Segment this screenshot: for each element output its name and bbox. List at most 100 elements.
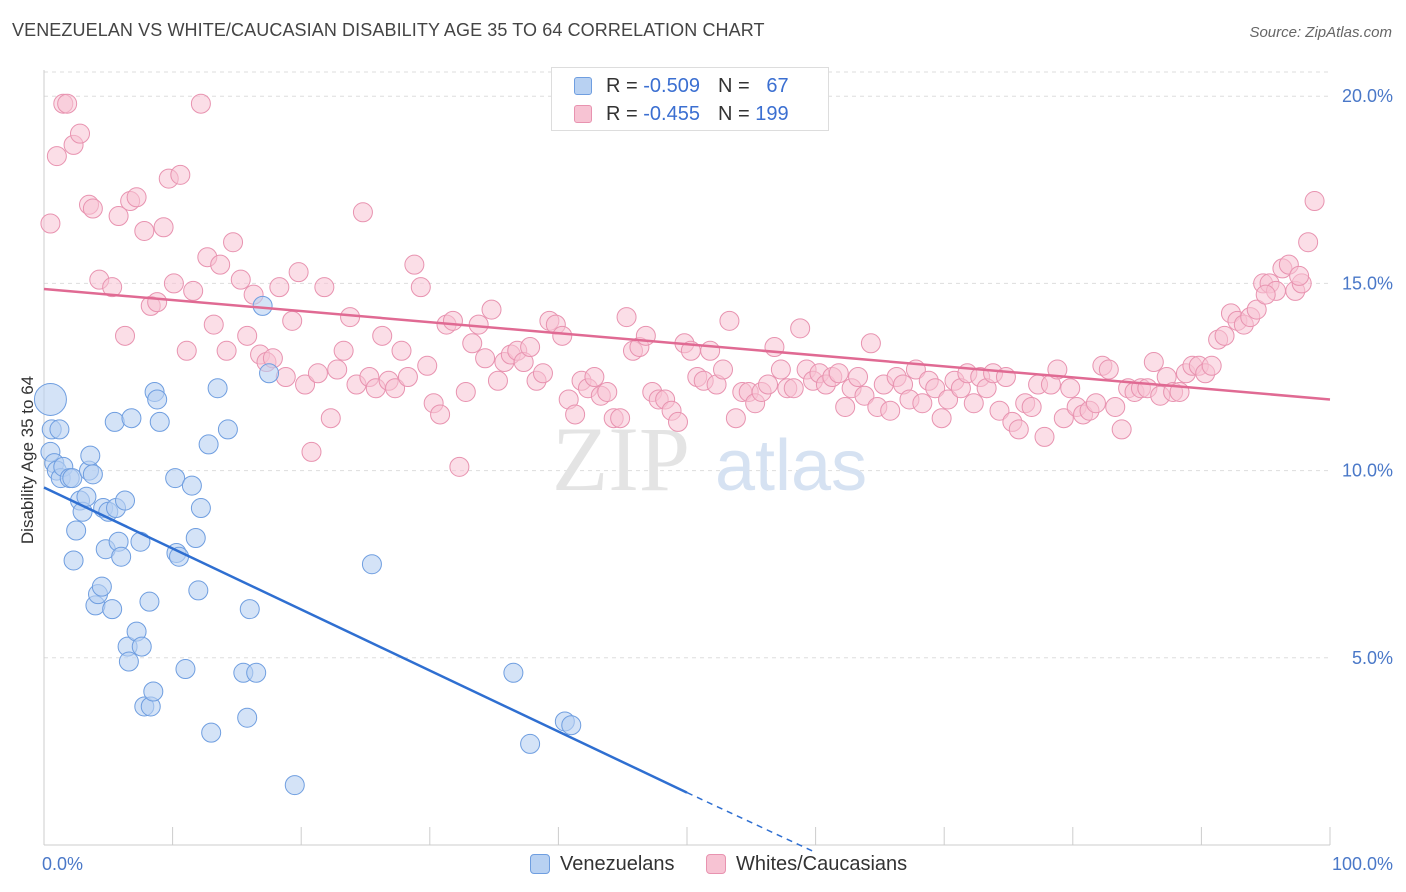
point-whites [597,381,618,402]
watermark: ZIP atlas [552,408,867,510]
point-venezuelans [165,468,186,489]
point-venezuelans [143,681,164,702]
point-venezuelans [201,722,222,743]
point-whites [163,273,184,294]
legend-n-label: N = [717,74,750,97]
point-venezuelans [207,378,228,399]
point-whites [848,367,869,388]
point-whites [327,359,348,380]
point-venezuelans [49,419,70,440]
legend-item-venezuelans: Venezuelans [530,852,675,876]
legend-r-value: -0.455 [643,102,700,125]
point-whites [1304,191,1325,212]
x-tick-label-max: 100.0% [1332,854,1393,874]
legend-n-value: 199 [755,102,789,125]
point-whites [1298,232,1319,253]
point-whites [1098,359,1119,380]
point-whites [1105,396,1126,417]
trend-lines [43,287,1331,854]
point-whites [295,374,316,395]
legend-swatch-pink [574,105,592,123]
legend-item-whites: Whites/Caucasians [706,852,907,876]
point-whites [216,340,237,361]
point-whites [783,378,804,399]
point-whites [190,93,211,114]
point-whites [301,441,322,462]
point-whites [764,337,785,358]
point-whites [462,333,483,354]
point-whites [487,370,508,391]
point-whites [282,310,303,331]
legend-label-whites: Whites/Caucasians [736,852,908,875]
point-whites [385,378,406,399]
point-whites [610,408,631,429]
point-whites [102,277,123,298]
point-whites [790,318,811,339]
point-whites [1143,352,1164,373]
y-tick-label: 15.0% [1342,273,1393,293]
point-venezuelans [259,363,280,384]
point-venezuelans [284,775,305,796]
point-whites [758,374,779,395]
point-whites [417,355,438,376]
legend-row-whites: R = -0.455 N = 199 [574,102,789,126]
point-whites [203,314,224,335]
point-whites [126,187,147,208]
point-whites [912,393,933,414]
point-whites [860,333,881,354]
legend-r-label: R = [606,102,638,125]
point-whites [1255,284,1276,305]
point-venezuelans [33,382,67,416]
chart-title: VENEZUELAN VS WHITE/CAUCASIAN DISABILITY… [12,20,765,40]
point-whites [210,254,231,275]
point-whites [40,213,61,234]
point-whites [1034,426,1055,447]
point-whites [713,359,734,380]
trend-line-venezuelans [43,486,688,794]
point-venezuelans [91,576,112,597]
point-venezuelans [217,419,238,440]
point-whites [854,385,875,406]
point-venezuelans [190,498,211,519]
point-whites [391,340,412,361]
y-tick-label: 20.0% [1342,86,1393,106]
point-whites [147,292,168,313]
point-whites [230,269,251,290]
point-whites [223,232,244,253]
point-venezuelans [115,490,136,511]
point-venezuelans [139,591,160,612]
trend-line-venezuelans-extension [686,791,816,854]
point-whites [719,310,740,331]
point-whites [115,325,136,346]
point-whites [1289,265,1310,286]
series-venezuelans-points [33,295,582,796]
legend-row-venezuelans: R = -0.509 N = 67 [574,74,789,98]
point-whites [963,393,984,414]
watermark-atlas: atlas [715,426,867,506]
point-whites [410,277,431,298]
series-whites-points [40,93,1325,477]
point-whites [925,378,946,399]
point-whites [183,280,204,301]
point-venezuelans [80,445,101,466]
legend-swatch-blue [530,854,550,874]
legend-r-value: -0.509 [643,74,700,97]
point-whites [352,202,373,223]
legend-swatch-blue [574,77,592,95]
point-whites [170,164,191,185]
point-whites [275,367,296,388]
point-whites [442,310,463,331]
point-whites [1214,325,1235,346]
point-whites [288,262,309,283]
point-whites [532,363,553,384]
point-venezuelans [361,554,382,575]
legend-r-label: R = [606,74,638,97]
point-whites [1246,299,1267,320]
point-venezuelans [102,599,123,620]
point-whites [404,254,425,275]
point-whites [333,340,354,361]
y-axis-label: Disability Age 35 to 64 [18,376,37,544]
point-whites [770,359,791,380]
point-whites [1008,419,1029,440]
